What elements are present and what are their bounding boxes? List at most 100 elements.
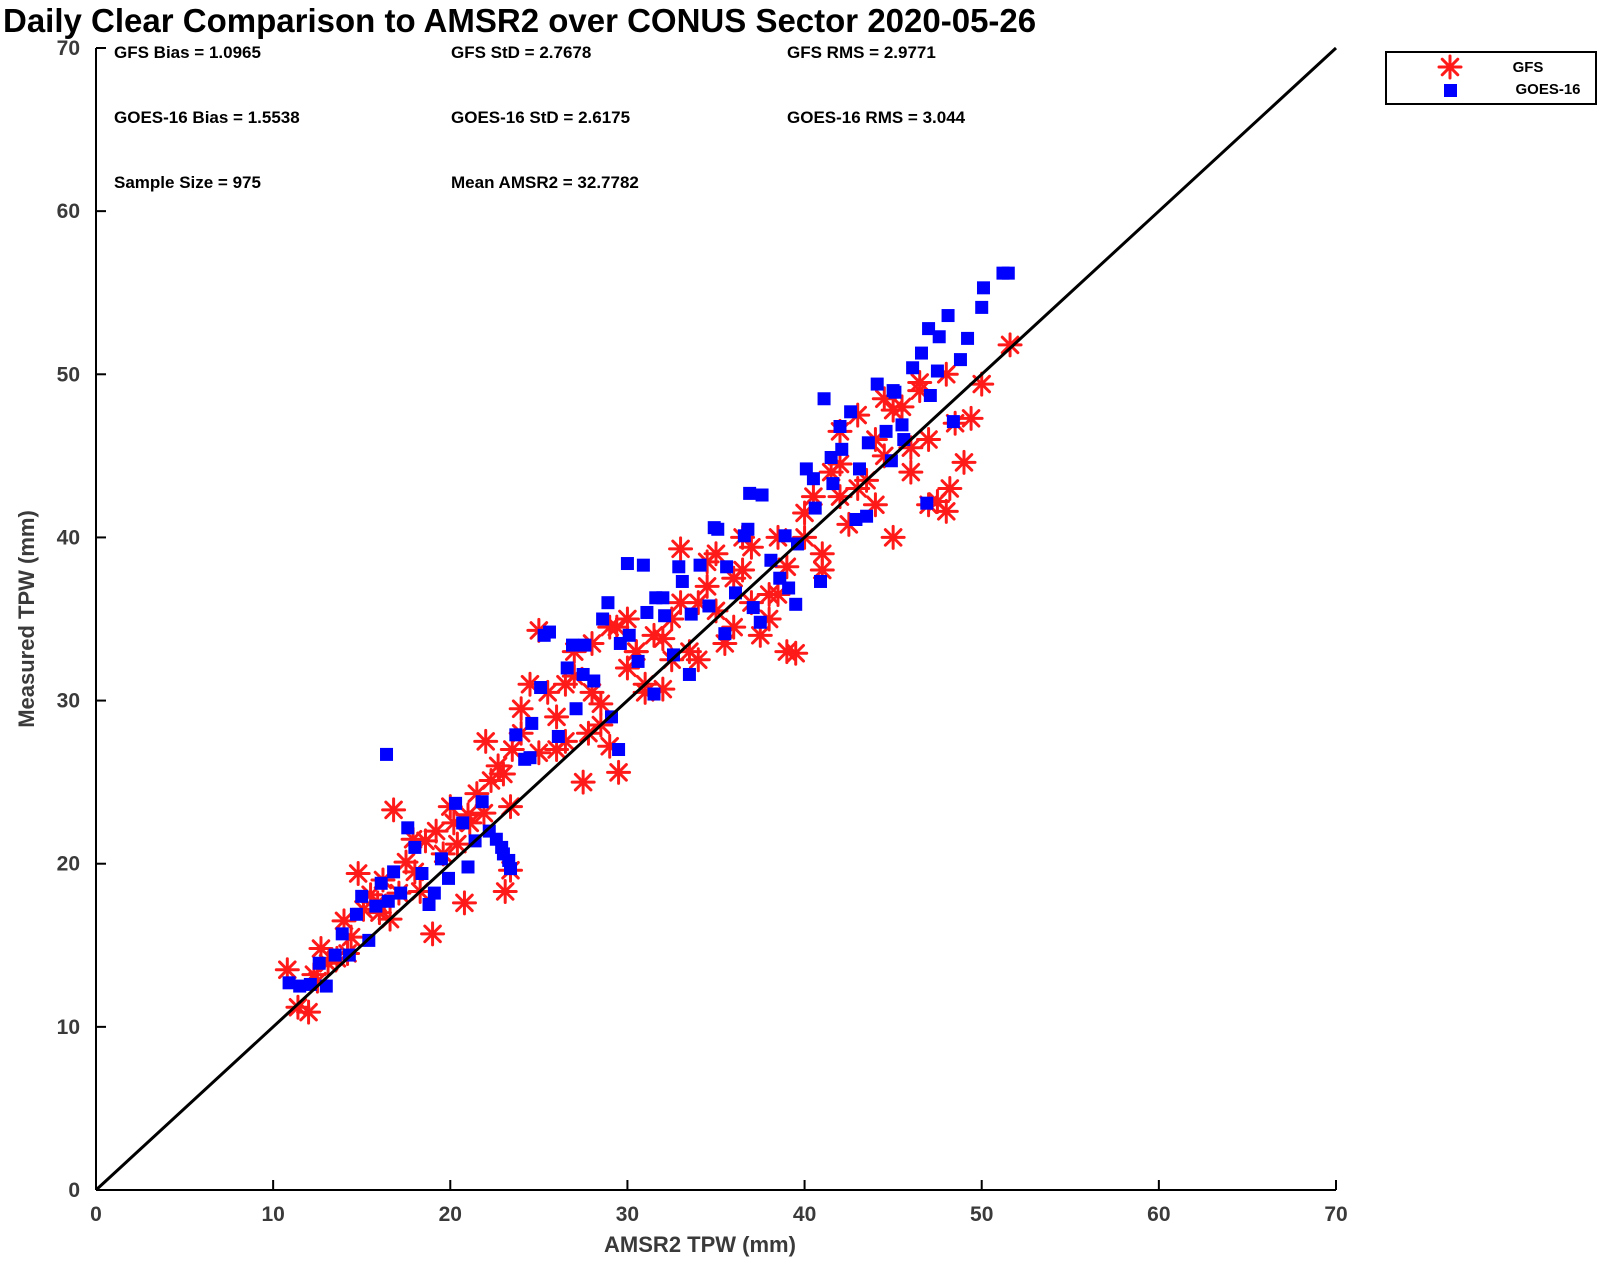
goes16-point	[806, 472, 820, 486]
goes16-point	[852, 462, 866, 476]
goes16-point	[647, 687, 661, 701]
goes16-point	[870, 377, 884, 391]
goes16-point	[961, 331, 975, 345]
stat-text: GOES-16 RMS = 3.044	[787, 108, 966, 127]
gfs-point	[345, 861, 371, 887]
goes16-point	[578, 638, 592, 652]
gfs-point	[997, 332, 1023, 358]
goes16-point	[328, 948, 342, 962]
goes16-point	[537, 628, 551, 642]
gfs-point	[668, 536, 694, 562]
y-tick-label: 20	[57, 853, 80, 876]
x-tick-label: 50	[970, 1203, 993, 1226]
gfs-point	[473, 728, 499, 754]
goes16-point	[814, 574, 828, 588]
chart-title: Daily Clear Comparison to AMSR2 over CON…	[3, 2, 1036, 39]
goes16-point	[1001, 266, 1015, 280]
gfs-point	[694, 573, 720, 599]
goes16-point	[374, 876, 388, 890]
goes16-point	[817, 392, 831, 406]
goes16-point	[799, 462, 813, 476]
y-tick-label: 70	[57, 37, 80, 60]
one-to-one-reference-line	[94, 46, 1338, 1192]
gfs-point	[783, 640, 809, 666]
gfs-point	[756, 582, 782, 608]
goes16-point	[534, 681, 548, 695]
goes16-point	[914, 346, 928, 360]
gfs-point	[492, 878, 518, 904]
goes16-point	[434, 852, 448, 866]
gfs-point	[444, 831, 470, 857]
gfs-point	[544, 704, 570, 730]
goes16-point	[895, 418, 909, 432]
gfs-point	[880, 524, 906, 550]
goes16-point	[502, 853, 516, 867]
goes16-point	[824, 450, 838, 464]
goes16-point	[415, 867, 429, 881]
goes16-point	[355, 889, 369, 903]
gfs-point	[951, 449, 977, 475]
goes16-point	[833, 419, 847, 433]
goes16-point	[707, 521, 721, 535]
goes16-point	[684, 607, 698, 621]
stat-text: Mean AMSR2 = 32.7782	[451, 173, 639, 192]
goes16-series	[282, 266, 1015, 993]
goes16-point	[666, 648, 680, 662]
y-tick-label: 0	[68, 1179, 80, 1202]
x-tick-label: 30	[616, 1203, 639, 1226]
legend-box	[1385, 51, 1597, 105]
goes16-point	[702, 599, 716, 613]
gfs-point	[792, 500, 818, 526]
goes16-point	[566, 638, 580, 652]
gfs-point	[933, 498, 959, 524]
y-tick-label: 10	[57, 1016, 80, 1039]
legend-gfs-marker	[1437, 54, 1463, 80]
gfs-point	[937, 475, 963, 501]
goes16-point	[461, 860, 475, 874]
gfs-point	[685, 647, 711, 673]
x-tick-label: 20	[439, 1203, 462, 1226]
y-tick-label: 30	[57, 690, 80, 713]
gfs-point	[552, 671, 578, 697]
goes16-point	[631, 654, 645, 668]
stat-text: GFS StD = 2.7678	[451, 43, 591, 62]
goes16-point	[658, 609, 672, 623]
goes16-point	[636, 558, 650, 572]
gfs-point	[490, 761, 516, 787]
legend-goes16-marker	[1444, 84, 1457, 97]
goes16-point	[381, 894, 395, 908]
goes16-point	[789, 597, 803, 611]
goes16-point	[953, 353, 967, 367]
goes16-point	[656, 591, 670, 605]
goes16-point	[675, 574, 689, 588]
goes16-point	[879, 424, 893, 438]
goes16-point	[672, 560, 686, 574]
goes16-point	[449, 796, 463, 810]
goes16-point	[932, 330, 946, 344]
goes16-point	[693, 558, 707, 572]
goes16-point	[523, 751, 537, 765]
gfs-point	[606, 759, 632, 785]
y-axis-label: Measured TPW (mm)	[14, 510, 39, 728]
goes16-point	[622, 628, 636, 642]
gfs-point	[916, 427, 942, 453]
gfs-point	[508, 696, 534, 722]
gfs-point	[604, 614, 630, 640]
y-tick-label: 50	[57, 363, 80, 386]
goes16-point	[753, 615, 767, 629]
x-tick-label: 40	[793, 1203, 816, 1226]
goes16-point	[312, 956, 326, 970]
goes16-point	[886, 384, 900, 398]
goes16-point	[718, 627, 732, 641]
goes16-point	[612, 743, 626, 757]
goes16-point	[808, 501, 822, 515]
goes16-point	[509, 728, 523, 742]
gfs-point	[898, 459, 924, 485]
goes16-point	[844, 405, 858, 419]
goes16-point	[335, 927, 349, 941]
x-axis-label: AMSR2 TPW (mm)	[604, 1232, 796, 1257]
y-tick-label: 60	[57, 200, 80, 223]
stat-text: GFS RMS = 2.9771	[787, 43, 936, 62]
gfs-point	[880, 397, 906, 423]
